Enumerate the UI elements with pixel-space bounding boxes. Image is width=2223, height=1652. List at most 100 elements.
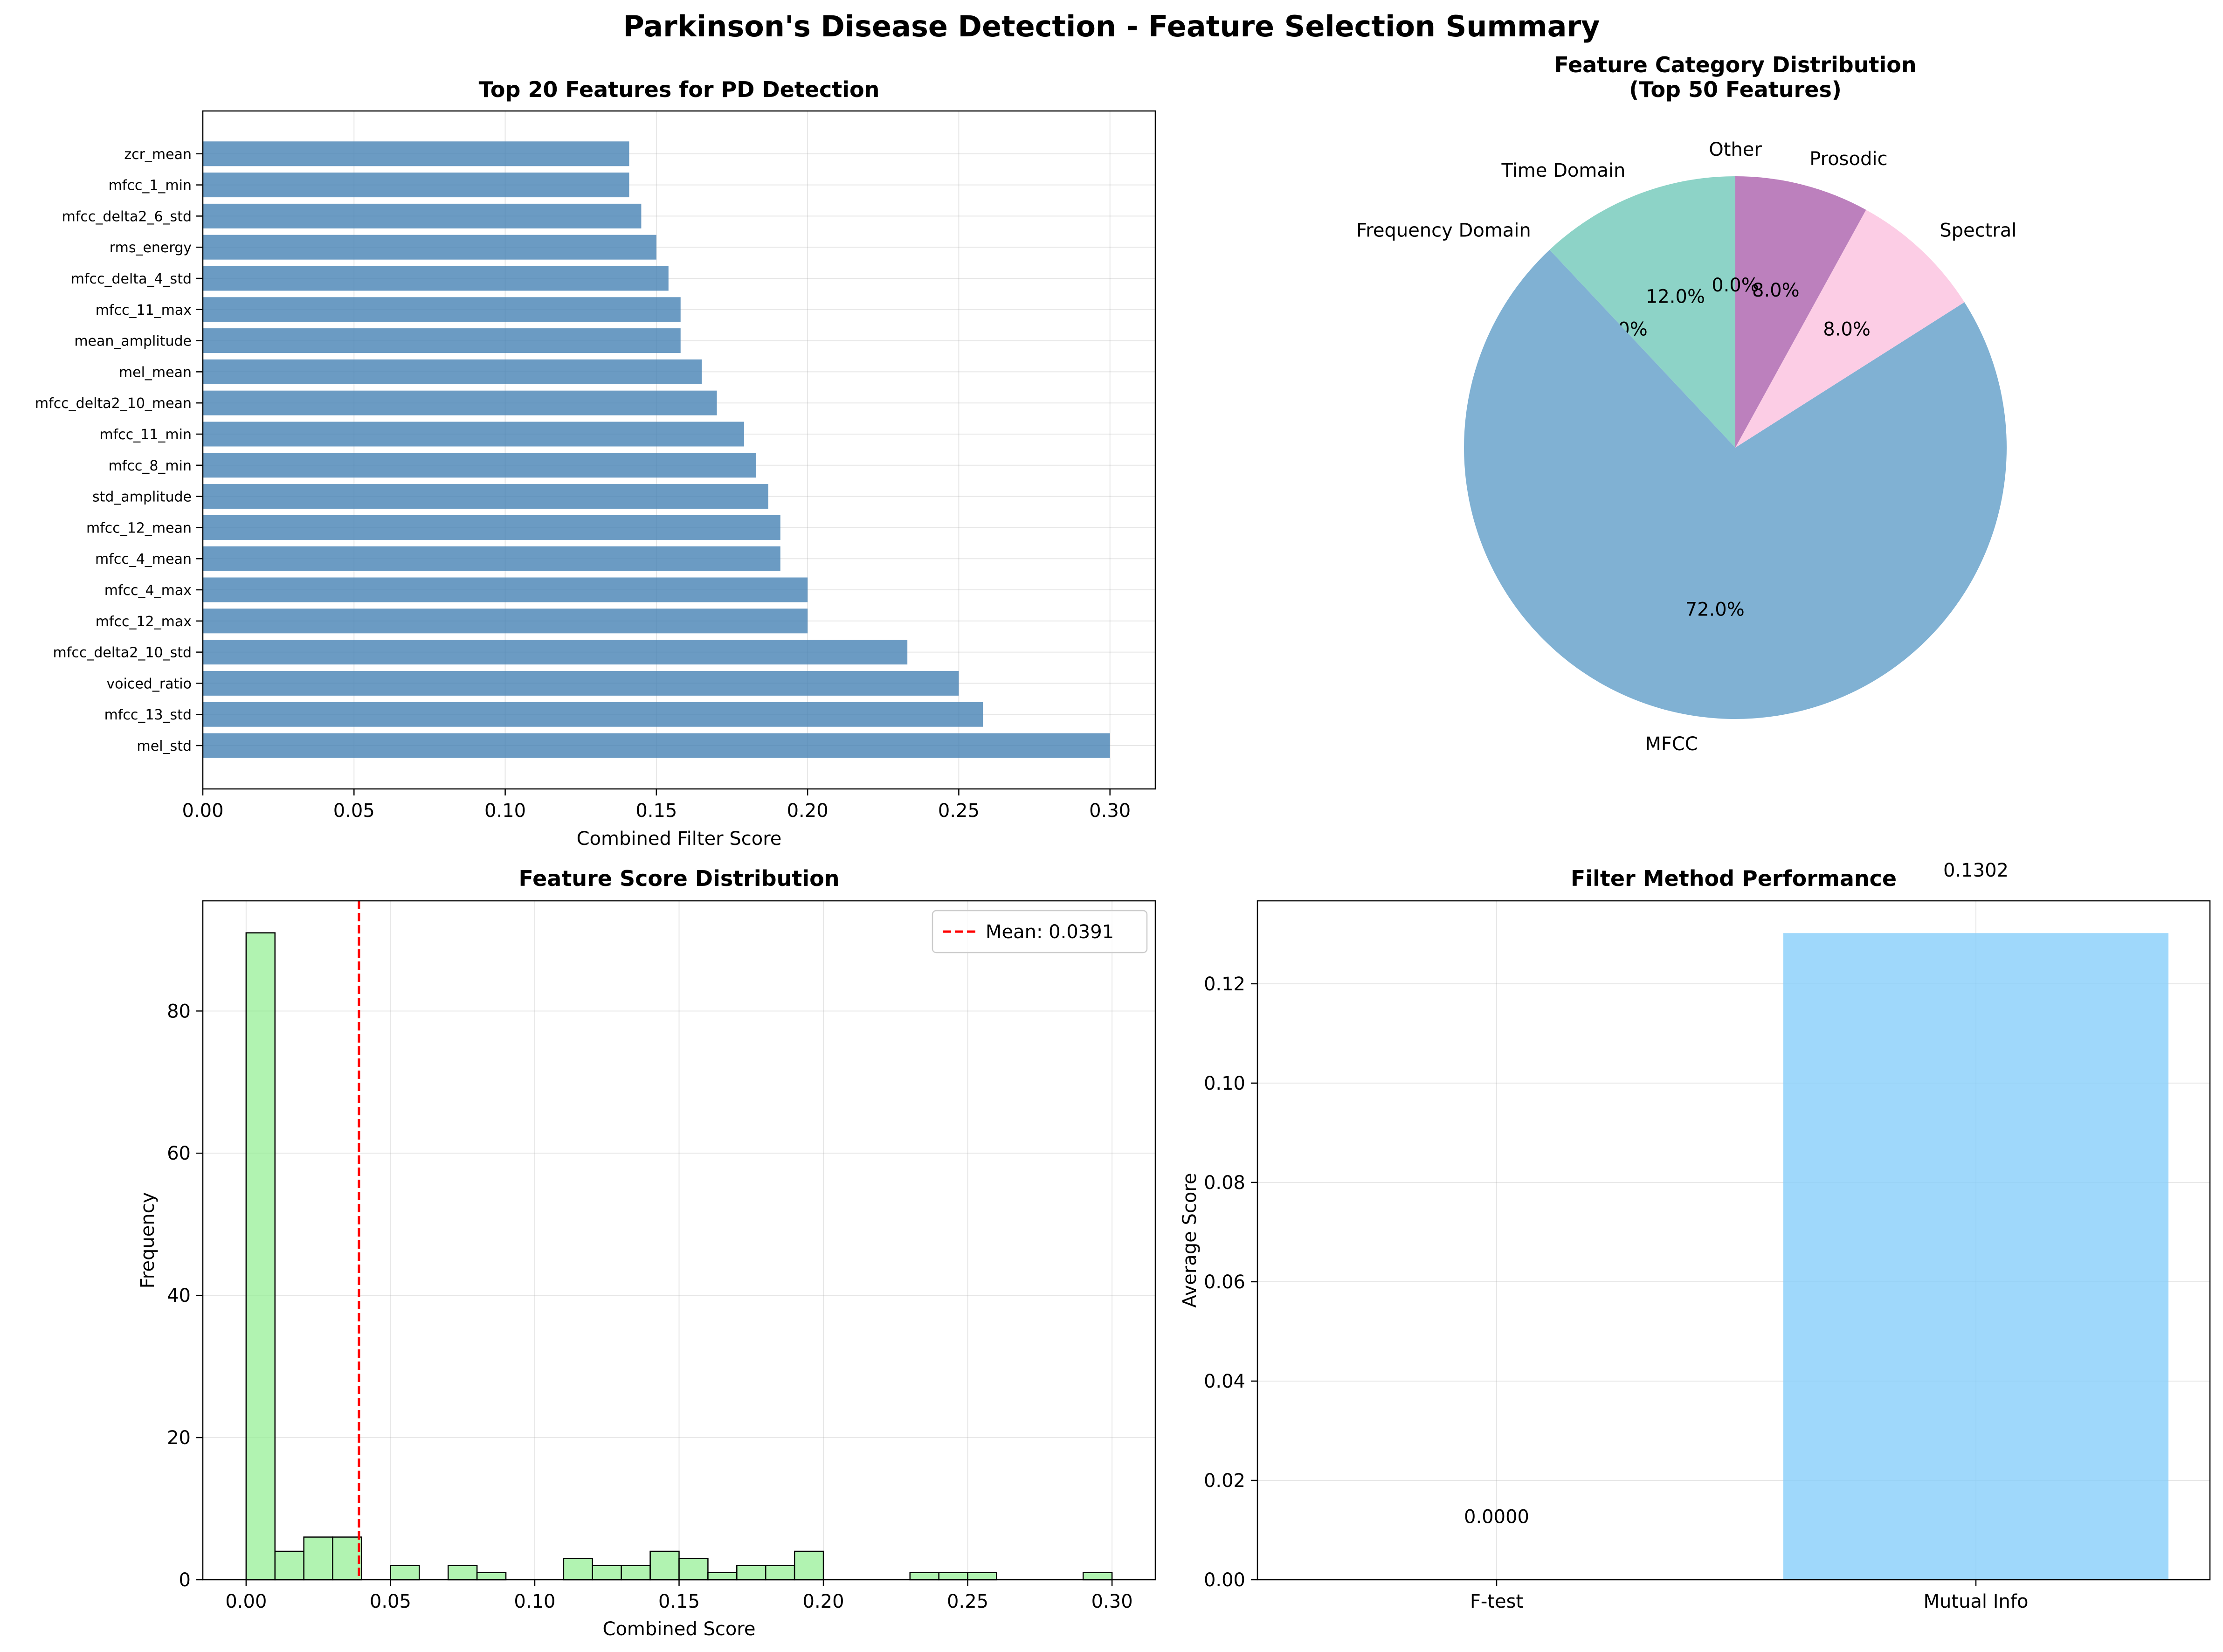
histogram-bin (794, 1550, 824, 1581)
pie-slice-percent: 0.0% (1712, 275, 1759, 296)
x-tick-label: 0.05 (370, 1591, 411, 1612)
pie-slice-percent: 8.0% (1823, 318, 1871, 340)
pie-slice-label: Spectral (1940, 220, 2016, 241)
histogram-bin (1082, 1572, 1113, 1581)
chart-title: Feature Score Distribution (519, 866, 840, 891)
bar (1783, 933, 2168, 1580)
x-tick-label: 0.20 (803, 1591, 844, 1612)
x-tick-label: F-test (1470, 1591, 1523, 1612)
histogram-bin (563, 1558, 594, 1581)
y-tick-label: mfcc_delta_4_std (71, 271, 192, 287)
histogram-bin (245, 932, 276, 1581)
bar (203, 266, 669, 291)
y-tick-label: mfcc_4_max (104, 582, 192, 599)
histogram-bin (274, 1550, 304, 1581)
pie-slice (1549, 176, 1735, 448)
score-histogram: 0.00 0.05 0.10 0.15 0.20 0.25 0.30 0 20 40 60 80 Mea… (137, 866, 1156, 1640)
y-tick-label: 80 (167, 1001, 191, 1022)
bar (203, 515, 780, 540)
y-tick-label: 0.04 (1204, 1371, 1245, 1392)
bar (203, 702, 983, 727)
legend-box (932, 910, 1148, 954)
pie-slice-percent: 72.0% (1685, 599, 1745, 620)
y-tick-label: 60 (167, 1143, 191, 1164)
bar (203, 546, 780, 571)
filter-method-bar-chart: 0.00 0.02 0.04 0.06 0.08 0.10 0.12 0.0000 F-test… (1179, 860, 2211, 1612)
y-tick-label: mfcc_11_max (96, 302, 192, 318)
y-tick-label: zcr_mean (124, 146, 192, 163)
y-tick-label: 0.00 (1204, 1569, 1245, 1591)
bar (203, 173, 629, 198)
y-tick-label: mfcc_11_min (99, 427, 192, 443)
histogram-bin (390, 1565, 420, 1581)
bar (203, 235, 656, 260)
y-tick-label: 0 (179, 1569, 191, 1591)
histogram-bin (649, 1550, 680, 1581)
y-tick-label: 0.06 (1204, 1272, 1245, 1293)
bar (203, 422, 744, 447)
y-tick-label: 0.08 (1204, 1172, 1245, 1194)
y-tick-label: mfcc_delta2_10_mean (35, 395, 192, 412)
x-tick-label: 0.30 (1091, 1591, 1133, 1612)
x-axis-label: Combined Score (603, 1618, 756, 1640)
bar-value-label: 0.0000 (1464, 1507, 1529, 1528)
y-tick-label: mfcc_delta2_10_std (53, 645, 192, 661)
y-tick-label: mfcc_1_min (109, 178, 192, 194)
y-tick-label: mean_amplitude (74, 333, 192, 350)
y-tick-label: mel_mean (119, 364, 192, 380)
y-tick-label: 0.02 (1204, 1470, 1245, 1492)
legend-mean-label: Mean: 0.0391 (986, 921, 1114, 943)
chart-title: Filter Method Performance (1571, 866, 1897, 891)
axes-frame (202, 900, 1156, 1581)
y-axis-label: Average Score (1179, 1173, 1201, 1307)
histogram-bin (765, 1565, 795, 1581)
bar (203, 328, 681, 353)
y-tick-label: mfcc_13_std (104, 707, 192, 723)
y-tick-label: rms_energy (110, 240, 192, 256)
x-axis-label: Combined Filter Score (577, 828, 782, 850)
y-tick-label: mfcc_8_min (109, 458, 192, 474)
y-tick-label: 40 (167, 1285, 191, 1306)
bar (203, 141, 629, 166)
pie-slice (1735, 209, 1965, 448)
bar (203, 608, 808, 634)
category-pie-chart: Time Domain 12.0% Frequency Domain 0.0% MFCC… (1356, 52, 2016, 755)
figure-suptitle: Parkinson's Disease Detection - Feature … (623, 9, 1600, 43)
y-axis-label: Frequency (137, 1192, 159, 1289)
y-tick-label: mfcc_delta2_6_std (62, 208, 192, 225)
bar (203, 484, 768, 509)
x-tick-label: Mutual Info (1924, 1591, 2029, 1612)
bar (203, 453, 756, 478)
pie-slice (1735, 176, 1866, 448)
bar (203, 733, 1110, 758)
pie-slice-label: MFCC (1645, 733, 1698, 755)
y-tick-label: mel_std (137, 738, 192, 754)
axes-frame (1256, 900, 2211, 1581)
x-tick-label: 0.15 (635, 800, 677, 822)
chart-title: Feature Category Distribution (1554, 52, 1916, 77)
y-tick-label: voiced_ratio (106, 676, 192, 692)
x-tick-label: 0.10 (484, 800, 526, 822)
x-tick-label: 0.00 (182, 800, 223, 822)
x-tick-label: 0.25 (938, 800, 980, 822)
histogram-bin (736, 1565, 766, 1581)
histogram-bin (707, 1572, 738, 1581)
histogram-bin (476, 1572, 507, 1581)
x-tick-label: 0.10 (514, 1591, 555, 1612)
histogram-bin (909, 1572, 939, 1581)
histogram-bin (303, 1536, 333, 1581)
histogram-bin (592, 1565, 622, 1581)
pie-slice-label: Time Domain (1501, 160, 1625, 181)
x-tick-label: 0.05 (333, 800, 375, 822)
histogram-bin (938, 1572, 968, 1581)
pie-slice-label: Other (1709, 139, 1762, 160)
y-tick-label: 0.12 (1204, 974, 1245, 995)
y-tick-label: 20 (167, 1427, 191, 1449)
bar (203, 670, 959, 696)
x-tick-label: 0.30 (1089, 800, 1131, 822)
bar (203, 203, 642, 228)
x-tick-label: 0.15 (658, 1591, 700, 1612)
pie-slice-percent: 8.0% (1752, 280, 1800, 301)
pie-slice-label: Prosodic (1809, 148, 1887, 170)
